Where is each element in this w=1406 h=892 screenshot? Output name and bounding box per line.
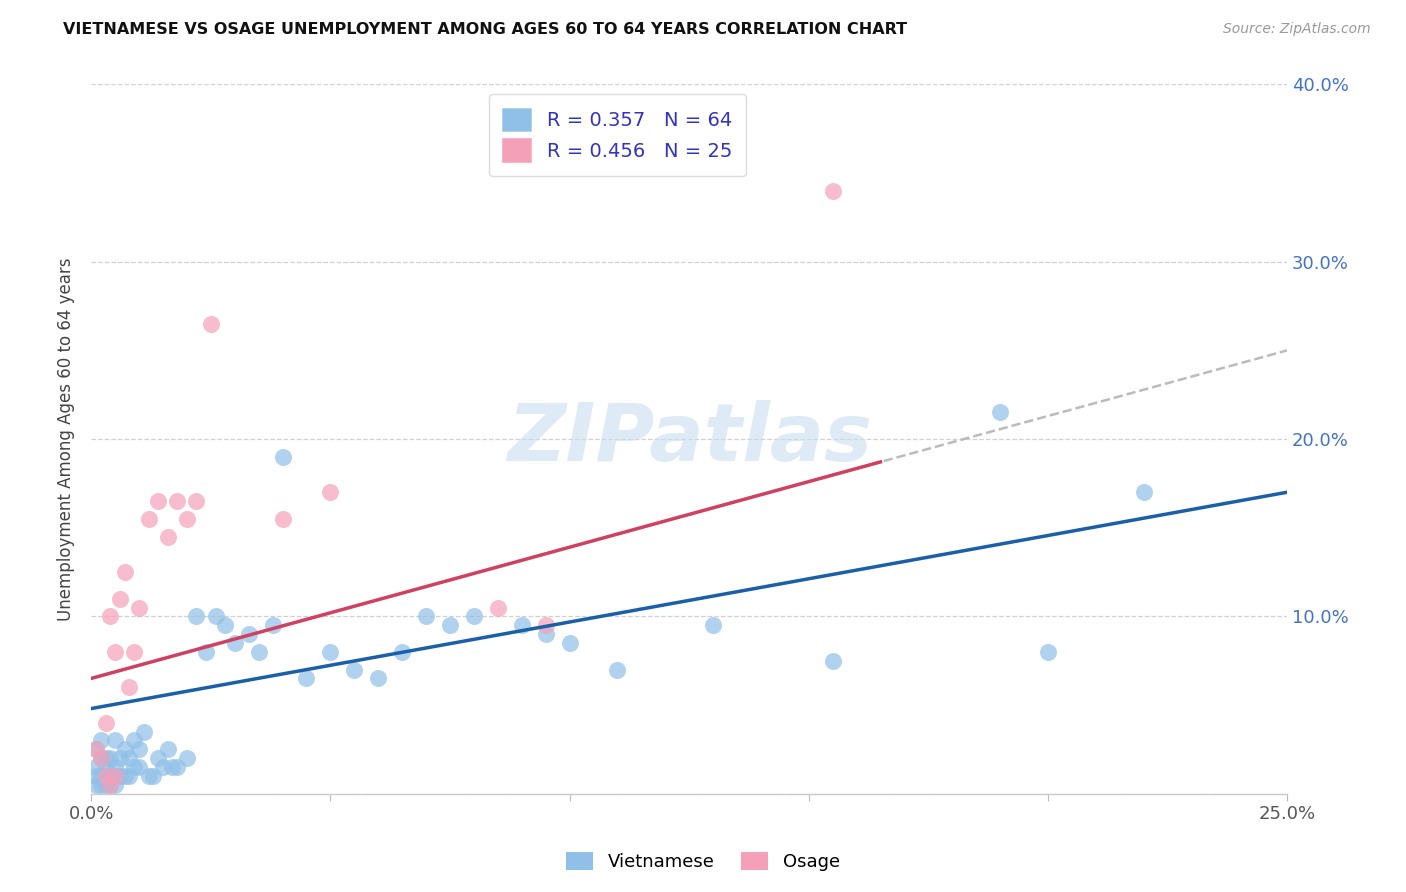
Point <box>1036 645 1059 659</box>
Point <box>118 751 141 765</box>
Point <box>132 724 155 739</box>
Point <box>319 645 342 659</box>
Point <box>606 663 628 677</box>
Point <box>90 751 112 765</box>
Point <box>415 609 437 624</box>
Point <box>186 609 208 624</box>
Point <box>247 645 270 659</box>
Point <box>156 742 179 756</box>
Point <box>84 742 107 756</box>
Point <box>84 760 107 774</box>
Point <box>162 760 184 774</box>
Text: VIETNAMESE VS OSAGE UNEMPLOYMENT AMONG AGES 60 TO 64 YEARS CORRELATION CHART: VIETNAMESE VS OSAGE UNEMPLOYMENT AMONG A… <box>63 22 907 37</box>
Point <box>486 600 509 615</box>
Point <box>104 645 127 659</box>
Point <box>104 733 127 747</box>
Point <box>122 760 145 774</box>
Point <box>988 405 1011 419</box>
Point <box>98 778 121 792</box>
Point <box>194 645 217 659</box>
Point <box>186 494 208 508</box>
Point <box>128 760 150 774</box>
Legend: R = 0.357   N = 64, R = 0.456   N = 25: R = 0.357 N = 64, R = 0.456 N = 25 <box>489 95 747 176</box>
Point <box>152 760 174 774</box>
Point <box>463 609 485 624</box>
Point <box>128 742 150 756</box>
Point <box>343 663 366 677</box>
Point <box>94 760 117 774</box>
Point <box>94 715 117 730</box>
Point <box>94 769 117 783</box>
Point <box>176 751 198 765</box>
Point <box>128 600 150 615</box>
Point <box>534 618 557 632</box>
Point <box>156 530 179 544</box>
Point <box>108 769 131 783</box>
Point <box>224 636 246 650</box>
Point <box>114 769 136 783</box>
Point <box>166 494 188 508</box>
Point <box>1132 485 1154 500</box>
Point <box>166 760 188 774</box>
Point <box>558 636 581 650</box>
Point <box>118 681 141 695</box>
Point <box>104 769 127 783</box>
Point <box>94 769 117 783</box>
Point <box>821 654 844 668</box>
Point <box>146 751 169 765</box>
Point <box>122 645 145 659</box>
Text: Source: ZipAtlas.com: Source: ZipAtlas.com <box>1223 22 1371 37</box>
Point <box>90 751 112 765</box>
Point <box>142 769 165 783</box>
Point <box>238 627 260 641</box>
Point <box>214 618 236 632</box>
Point <box>114 742 136 756</box>
Point <box>271 450 294 464</box>
Point <box>98 778 121 792</box>
Point <box>510 618 533 632</box>
Point <box>98 751 121 765</box>
Point <box>108 591 131 606</box>
Point <box>114 565 136 579</box>
Point <box>84 778 107 792</box>
Point <box>122 733 145 747</box>
Point <box>84 769 107 783</box>
Point <box>94 778 117 792</box>
Point <box>84 742 107 756</box>
Point <box>204 609 226 624</box>
Point <box>90 778 112 792</box>
Point <box>271 512 294 526</box>
Point <box>702 618 724 632</box>
Point <box>108 751 131 765</box>
Text: ZIPatlas: ZIPatlas <box>506 400 872 478</box>
Point <box>439 618 461 632</box>
Point <box>104 760 127 774</box>
Point <box>295 672 318 686</box>
Point <box>90 769 112 783</box>
Point <box>319 485 342 500</box>
Point <box>104 769 127 783</box>
Point <box>104 778 127 792</box>
Point <box>94 751 117 765</box>
Point <box>90 733 112 747</box>
Point <box>98 609 121 624</box>
Point <box>146 494 169 508</box>
Point <box>138 512 160 526</box>
Point <box>98 769 121 783</box>
Point <box>821 184 844 198</box>
Point <box>534 627 557 641</box>
Point <box>118 769 141 783</box>
Point <box>391 645 413 659</box>
Legend: Vietnamese, Osage: Vietnamese, Osage <box>558 845 848 879</box>
Point <box>367 672 389 686</box>
Point <box>262 618 284 632</box>
Point <box>176 512 198 526</box>
Point <box>200 317 222 331</box>
Point <box>138 769 160 783</box>
Y-axis label: Unemployment Among Ages 60 to 64 years: Unemployment Among Ages 60 to 64 years <box>58 257 75 621</box>
